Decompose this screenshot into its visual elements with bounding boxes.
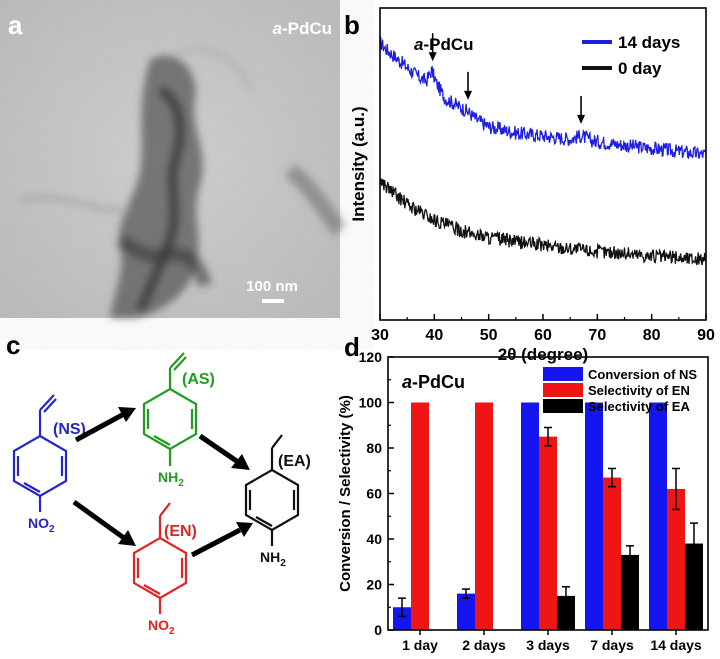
xrd-x-tick-label: 90 — [697, 327, 715, 344]
panel-a-sample-label: a-PdCu — [272, 19, 332, 38]
ns-substituent: NO2 — [28, 515, 55, 535]
xrd-x-tick-label: 50 — [480, 327, 498, 344]
bar-0-0 — [393, 607, 411, 630]
xrd-x-axis-label: 2θ (degree) — [498, 345, 588, 364]
ns-benzene-ring — [12, 434, 68, 498]
bar-4-1 — [667, 488, 685, 630]
bar-x-tick-label: 14 days — [650, 637, 702, 653]
bar-0-1 — [411, 402, 429, 630]
xrd-legend-label-0: 14 days — [618, 33, 680, 52]
as-substituent: NH2 — [158, 469, 184, 489]
series-line-0 — [379, 36, 706, 160]
bar-3-0 — [585, 402, 603, 630]
panel-letter-d: d — [344, 332, 360, 362]
panel-letter-c: c — [6, 330, 20, 360]
molecule-as — [142, 352, 198, 466]
molecule-ns — [12, 394, 68, 512]
arrow-en-to-ea — [190, 522, 253, 558]
bar-legend-swatch-0 — [543, 367, 583, 381]
as-label: (AS) — [182, 371, 215, 388]
bar-3-2 — [621, 554, 639, 630]
bar-y-tick-label: 80 — [366, 440, 382, 456]
bar-1-0 — [457, 593, 475, 630]
panel-letter-a: a — [8, 10, 23, 40]
molecule-en — [132, 502, 188, 614]
panel-d: d 1 day 2 days 3 days 7 days 14 days 0 20 40 60 8… — [337, 332, 709, 653]
as-benzene-ring — [142, 387, 198, 451]
peak-arrowhead-1 — [464, 90, 473, 100]
bar-y-tick-label: 60 — [366, 486, 382, 502]
bar-sample-label: a-PdCu — [402, 372, 465, 392]
peak-arrowhead-0 — [428, 52, 437, 62]
ns-label: (NS) — [53, 421, 86, 438]
xrd-legend-label-1: 0 day — [618, 59, 662, 78]
bar-y-axis-label: Conversion / Selectivity (%) — [337, 395, 354, 592]
en-benzene-ring — [132, 536, 188, 600]
reaction-arrows — [72, 407, 253, 558]
xrd-x-tick-label: 70 — [588, 327, 606, 344]
bar-legend-label-0: Conversion of NS — [588, 367, 697, 382]
bar-4-2 — [685, 543, 703, 630]
bar-legend-label-1: Selectivity of EN — [588, 383, 690, 398]
bar-x-tick-label: 1 day — [402, 637, 438, 653]
xrd-x-tick-label: 80 — [643, 327, 661, 344]
xrd-y-axis-label: Intensity (a.u.) — [349, 106, 368, 221]
bar-y-tick-label: 40 — [366, 531, 382, 547]
arrow-ns-to-as — [74, 407, 136, 443]
bar-1-1 — [475, 402, 493, 630]
ea-label: (EA) — [278, 453, 311, 470]
en-substituent: NO2 — [148, 617, 175, 637]
series-line-1 — [379, 178, 706, 266]
bar-x-tick-label: 2 days — [462, 637, 506, 653]
bar-x-tick-label: 7 days — [590, 637, 634, 653]
bar-4-0 — [649, 402, 667, 630]
xrd-x-tick-label: 30 — [371, 327, 389, 344]
xrd-sample-label: a-PdCu — [414, 35, 474, 54]
bar-2-0 — [521, 402, 539, 630]
bar-x-tick-label: 3 days — [526, 637, 570, 653]
panel-a: a a-PdCu 100 nm — [0, 0, 346, 318]
en-label: (EN) — [164, 523, 197, 540]
nanosheet-shape — [19, 48, 346, 318]
bar-legend-swatch-1 — [543, 383, 583, 397]
panel-b: b 30 40 50 60 70 80 90 2θ (degree) Intensity (a.… — [344, 7, 715, 364]
bar-y-tick-label: 100 — [359, 395, 383, 411]
molecule-ea — [244, 434, 300, 546]
ea-benzene-ring — [244, 468, 300, 532]
panel-c: c (NS) NO2 (AS) NH2 — [6, 330, 311, 637]
conversion-chart: 1 day 2 days 3 days 7 days 14 days 0 20 40 60 80 1… — [337, 349, 709, 653]
arrow-as-to-ea — [198, 433, 250, 470]
bar-legend-label-2: Selectivity of EA — [588, 399, 690, 414]
arrow-ns-to-en — [72, 499, 136, 546]
bar-legend-swatch-2 — [543, 399, 583, 413]
peak-arrowhead-2 — [577, 114, 586, 124]
scale-bar — [262, 299, 284, 303]
bar-y-tick-label: 0 — [374, 622, 382, 638]
bar-2-1 — [539, 436, 557, 630]
xrd-x-tick-label: 60 — [534, 327, 552, 344]
xrd-x-tick-label: 40 — [425, 327, 443, 344]
xrd-plot-frame — [379, 7, 707, 321]
xrd-chart: 30 40 50 60 70 80 90 2θ (degree) Intensity (a.u.… — [349, 7, 715, 364]
bar-2-2 — [557, 595, 575, 630]
bar-y-tick-label: 120 — [359, 349, 383, 365]
bar-y-tick-label: 20 — [366, 577, 382, 593]
bar-3-1 — [603, 477, 621, 630]
panel-letter-b: b — [344, 10, 360, 40]
ea-substituent: NH2 — [260, 549, 286, 569]
scale-bar-label: 100 nm — [246, 278, 298, 295]
